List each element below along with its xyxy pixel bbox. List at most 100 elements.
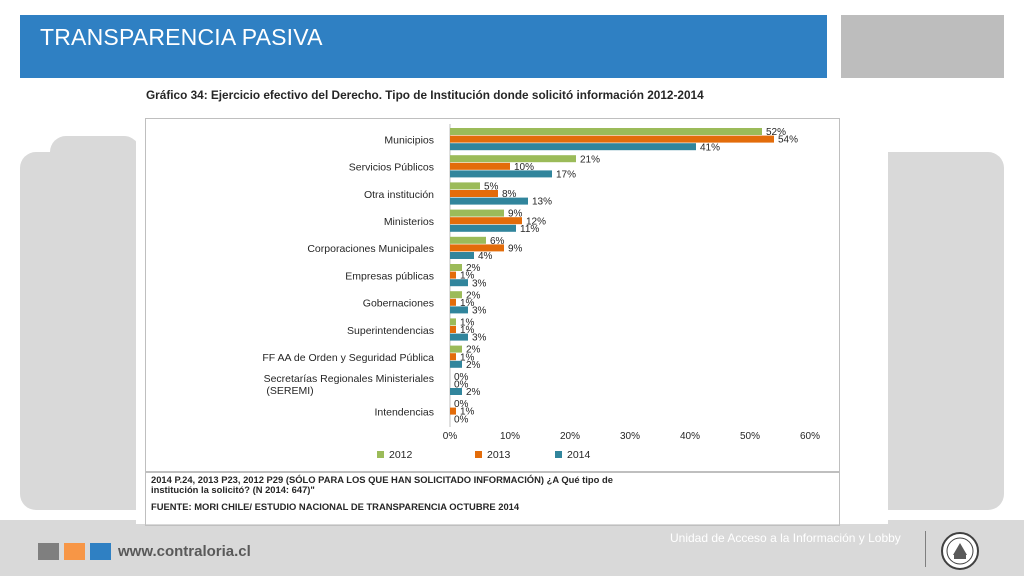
data-label-2012: 1% bbox=[460, 318, 475, 329]
bar-2014 bbox=[450, 360, 462, 368]
category-label: Intendencias bbox=[374, 406, 434, 418]
footer-unit-text: Unidad de Acceso a la Información y Lobb… bbox=[670, 531, 901, 545]
bar-2012 bbox=[450, 209, 504, 217]
category-label: Municipios bbox=[384, 134, 434, 146]
data-label-2014: 2% bbox=[466, 360, 481, 371]
bar-2012 bbox=[450, 236, 486, 244]
category-label: Otra institución bbox=[364, 189, 434, 201]
category-label: Ministerios bbox=[384, 216, 434, 228]
header-bar bbox=[20, 15, 827, 78]
category-label: Gobernaciones bbox=[363, 298, 434, 310]
bar-2013 bbox=[450, 190, 498, 197]
category-label-cont: (SEREMI) bbox=[266, 385, 313, 397]
data-label-2012: 0% bbox=[454, 399, 469, 410]
data-label-2012: 6% bbox=[490, 236, 505, 247]
data-label-2014: 3% bbox=[472, 278, 487, 289]
data-label-2012: 52% bbox=[766, 127, 786, 138]
legend-swatch-2012 bbox=[377, 451, 384, 458]
bar-2012 bbox=[450, 318, 456, 326]
footer-url-link[interactable]: www.contraloria.cl bbox=[118, 543, 251, 560]
data-label-2013: 1% bbox=[460, 352, 475, 363]
bar-2014 bbox=[450, 388, 462, 395]
legend-label-2014: 2014 bbox=[567, 449, 591, 461]
note-source: FUENTE: MORI CHILE/ ESTUDIO NACIONAL DE … bbox=[151, 501, 520, 512]
header-gray-block bbox=[841, 15, 1004, 78]
category-label: Servicios Públicos bbox=[349, 162, 434, 174]
data-label-2012: 2% bbox=[466, 290, 481, 301]
data-label-2014: 3% bbox=[472, 306, 487, 317]
data-label-2013: 12% bbox=[526, 216, 546, 227]
data-label-2014: 41% bbox=[700, 142, 720, 153]
category-label: FF AA de Orden y Seguridad Pública bbox=[262, 352, 434, 364]
contraloria-seal-icon bbox=[941, 532, 979, 570]
bar-2013 bbox=[450, 353, 456, 361]
data-label-2014: 11% bbox=[520, 224, 539, 235]
x-tick-label: 40% bbox=[680, 431, 700, 442]
data-label-2012: 0% bbox=[454, 372, 469, 383]
bar-2013 bbox=[450, 326, 456, 333]
category-label: Corporaciones Municipales bbox=[307, 243, 434, 255]
bar-2012 bbox=[450, 155, 576, 163]
data-label-2012: 2% bbox=[466, 263, 481, 274]
category-label: Secretarías Regionales Ministeriales bbox=[264, 373, 434, 385]
bar-chart: Municipios 52%54% 41% Servicios Públicos 21%… bbox=[262, 124, 820, 461]
x-tick-label: 30% bbox=[620, 431, 640, 442]
data-label-2013: 1% bbox=[460, 271, 475, 282]
data-label-2012: 5% bbox=[484, 182, 499, 193]
x-tick-label: 20% bbox=[560, 431, 580, 442]
bar-2014 bbox=[450, 279, 468, 287]
footer-band bbox=[0, 520, 1024, 576]
bar-2013 bbox=[450, 135, 774, 143]
data-label-2013: 1% bbox=[460, 407, 475, 418]
data-label-2013: 9% bbox=[508, 244, 523, 255]
data-label-2013: 10% bbox=[514, 162, 534, 173]
legend-swatch-2013 bbox=[475, 451, 482, 458]
page-title: TRANSPARENCIA PASIVA bbox=[40, 24, 323, 50]
bar-2014 bbox=[450, 143, 696, 151]
footer-square-orange bbox=[64, 543, 85, 560]
data-label-2014: 17% bbox=[556, 170, 576, 181]
category-label: Empresas públicas bbox=[345, 270, 434, 282]
data-label-2014: 2% bbox=[466, 387, 481, 398]
data-label-2013: 1% bbox=[460, 298, 475, 309]
bar-2013 bbox=[450, 244, 504, 252]
footer-square-gray bbox=[38, 543, 59, 560]
category-label: Superintendencias bbox=[347, 325, 434, 337]
bar-2012 bbox=[450, 291, 462, 299]
bar-2012 bbox=[450, 128, 762, 135]
footer-separator bbox=[925, 531, 926, 567]
x-tick-label: 60% bbox=[800, 431, 820, 442]
bar-2012 bbox=[450, 345, 462, 353]
x-tick-label: 10% bbox=[500, 431, 520, 442]
bar-2014 bbox=[450, 333, 468, 341]
bar-2013 bbox=[450, 271, 456, 279]
footer-square-blue bbox=[90, 543, 111, 560]
data-label-2014: 0% bbox=[454, 414, 469, 425]
x-tick-label: 50% bbox=[740, 431, 760, 442]
chart-note: 2014 P.24, 2013 P23, 2012 P29 (SÓLO PARA… bbox=[145, 472, 840, 526]
data-label-2013: 54% bbox=[778, 135, 798, 146]
bar-2012 bbox=[450, 264, 462, 271]
data-label-2014: 3% bbox=[472, 333, 487, 344]
legend-label-2012: 2012 bbox=[389, 449, 413, 461]
data-label-2014: 4% bbox=[478, 251, 493, 262]
note-question-line-1: 2014 P.24, 2013 P23, 2012 P29 (SÓLO PARA… bbox=[151, 474, 613, 485]
chart-title: Gráfico 34: Ejercicio efectivo del Derec… bbox=[146, 88, 704, 102]
bar-2014 bbox=[450, 252, 474, 259]
legend-label-2013: 2013 bbox=[487, 449, 511, 461]
bar-2014 bbox=[450, 170, 552, 178]
bar-2013 bbox=[450, 407, 456, 415]
bar-2013 bbox=[450, 298, 456, 306]
bar-2013 bbox=[450, 162, 510, 170]
bar-2012 bbox=[450, 182, 480, 190]
data-label-2012: 9% bbox=[508, 209, 523, 220]
data-label-2014: 13% bbox=[532, 197, 552, 208]
data-label-2013: 1% bbox=[460, 325, 475, 336]
bar-2014 bbox=[450, 224, 516, 232]
legend-swatch-2014 bbox=[555, 451, 562, 458]
data-label-2013: 8% bbox=[502, 189, 517, 200]
bar-2014 bbox=[450, 197, 528, 205]
note-question-line-2: institución la solicitó? (N 2014: 647)" bbox=[151, 484, 315, 495]
data-label-2012: 2% bbox=[466, 345, 481, 356]
data-label-2013: 0% bbox=[454, 380, 469, 391]
